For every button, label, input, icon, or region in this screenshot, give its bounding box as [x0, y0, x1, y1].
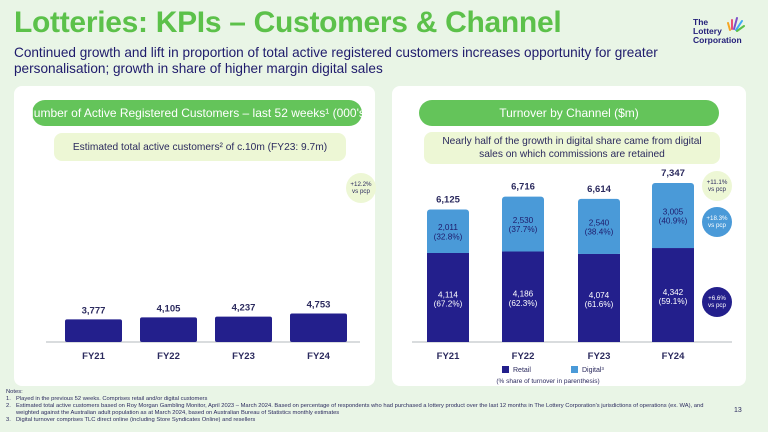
- customers-x-tick-fy23: FY23: [232, 351, 255, 362]
- turnover-digital-bar-fy24: [652, 183, 694, 249]
- logo-line-2: Lottery: [693, 26, 722, 36]
- turnover-x-tick-fy22: FY22: [512, 351, 535, 362]
- legend-digital-label: Digital³: [582, 367, 604, 374]
- turnover-total-label-fy21: 6,125: [436, 194, 460, 205]
- logo-line-1: The: [693, 17, 709, 27]
- turnover-x-tick-fy23: FY23: [588, 351, 611, 362]
- turnover-digital-label-fy22: 2,530 (37.7%): [509, 216, 538, 234]
- turnover-total-label-fy24: 7,347: [661, 168, 685, 179]
- legend-digital-swatch: [571, 366, 578, 373]
- logo-line-3: Corporation: [693, 35, 742, 45]
- turnover-retail-bar-fy24: [652, 248, 694, 342]
- legend-retail-label: Retail: [513, 367, 531, 374]
- footnotes: Notes: 1. Played in the previous 52 week…: [6, 389, 726, 424]
- turnover-retail-label-fy21: 4,114 (67.2%): [434, 290, 463, 308]
- footnote-1: 1. Played in the previous 52 weeks. Comp…: [6, 395, 208, 402]
- customers-callout: Estimated total active customers² of c.1…: [54, 133, 346, 161]
- turnover-callout-line-2: sales on which commissions are retained: [479, 149, 665, 160]
- turnover-retail-growth-badge: [702, 287, 732, 317]
- turnover-digital-label-fy21: 2,011 (32.8%): [434, 223, 463, 241]
- turnover-retail-growth-label: +6.6% vs pcp: [708, 295, 726, 309]
- customers-bar-fy21: [65, 319, 122, 342]
- turnover-digital-bar-base-fy22: [502, 248, 544, 252]
- turnover-digital-label-fy23: 2,540 (38.4%): [585, 218, 614, 236]
- turnover-retail-bar-fy22: [502, 251, 544, 342]
- turnover-callout: Nearly half of the growth in digital sha…: [424, 132, 720, 164]
- turnover-digital-bar-fy21: [427, 209, 469, 253]
- turnover-total-label-fy22: 6,716: [511, 182, 535, 193]
- customers-value-label-fy23: 4,237: [232, 303, 256, 314]
- turnover-chart-title: Turnover by Channel ($m): [419, 100, 719, 126]
- customers-bar-fy24: [290, 313, 347, 342]
- turnover-x-tick-fy21: FY21: [437, 351, 460, 362]
- turnover-digital-bar-base-fy21: [427, 249, 469, 253]
- turnover-digital-bar-base-fy24: [652, 245, 694, 249]
- customers-value-label-fy22: 4,105: [157, 303, 181, 314]
- turnover-digital-growth-badge: [702, 207, 732, 237]
- customers-x-tick-fy21: FY21: [82, 351, 105, 362]
- turnover-retail-label-fy24: 4,342 (59.1%): [659, 288, 688, 306]
- turnover-retail-bar-fy21: [427, 252, 469, 342]
- turnover-total-growth-label: +11.1% vs pcp: [707, 179, 728, 193]
- customers-chart-title: Number of Active Registered Customers – …: [25, 100, 369, 126]
- sparkle-icon: [727, 17, 745, 32]
- page-number: 13: [734, 407, 742, 414]
- customers-growth-badge: [346, 173, 376, 203]
- customers-bar-fy22: [140, 317, 197, 342]
- customers-growth-label: +12.2% vs pcp: [350, 181, 372, 195]
- footnote-3: 3. Digital turnover comprises TLC direct…: [6, 416, 256, 423]
- page-subtitle: Continued growth and lift in proportion …: [14, 45, 658, 76]
- turnover-digital-growth-label: +18.3% vs pcp: [706, 215, 728, 229]
- customers-value-label-fy24: 4,753: [307, 299, 331, 310]
- page-title: Lotteries: KPIs – Customers & Channel: [14, 6, 562, 39]
- turnover-retail-bar-fy23: [578, 253, 620, 342]
- customers-x-tick-fy24: FY24: [307, 351, 330, 362]
- turnover-x-tick-fy24: FY24: [662, 351, 685, 362]
- legend-note: (% share of turnover in parenthesis): [496, 378, 599, 385]
- turnover-digital-bar-fy22: [502, 196, 544, 252]
- turnover-digital-bar-base-fy23: [578, 250, 620, 254]
- turnover-digital-bar-fy23: [578, 198, 620, 254]
- turnover-retail-label-fy22: 4,186 (62.3%): [509, 290, 538, 308]
- turnover-retail-label-fy23: 4,074 (61.6%): [585, 291, 614, 309]
- footnotes-heading: Notes:: [6, 389, 23, 395]
- turnover-total-growth-badge: [702, 171, 732, 201]
- customers-x-tick-fy22: FY22: [157, 351, 180, 362]
- footnote-2: 2. Estimated total active customers base…: [6, 402, 704, 416]
- customers-bar-fy23: [215, 316, 272, 342]
- legend-retail-swatch: [502, 366, 509, 373]
- company-logo: The Lottery Corporation: [693, 14, 753, 54]
- turnover-total-label-fy23: 6,614: [587, 184, 611, 195]
- turnover-digital-label-fy24: 3,005 (40.9%): [659, 208, 688, 226]
- customers-value-label-fy21: 3,777: [82, 305, 106, 316]
- turnover-callout-line-1: Nearly half of the growth in digital sha…: [442, 136, 702, 147]
